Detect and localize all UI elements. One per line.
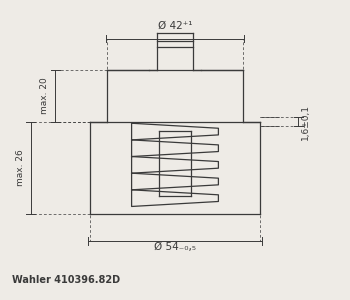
Text: Wahler 410396.82D: Wahler 410396.82D [12,275,120,285]
Text: Ø 42⁺¹: Ø 42⁺¹ [158,21,192,31]
Text: 1,6±0,1: 1,6±0,1 [301,104,310,140]
Text: max. 20: max. 20 [40,77,49,114]
Text: max. 26: max. 26 [16,149,25,186]
Text: Ø 54₋₀,₅: Ø 54₋₀,₅ [154,242,196,252]
